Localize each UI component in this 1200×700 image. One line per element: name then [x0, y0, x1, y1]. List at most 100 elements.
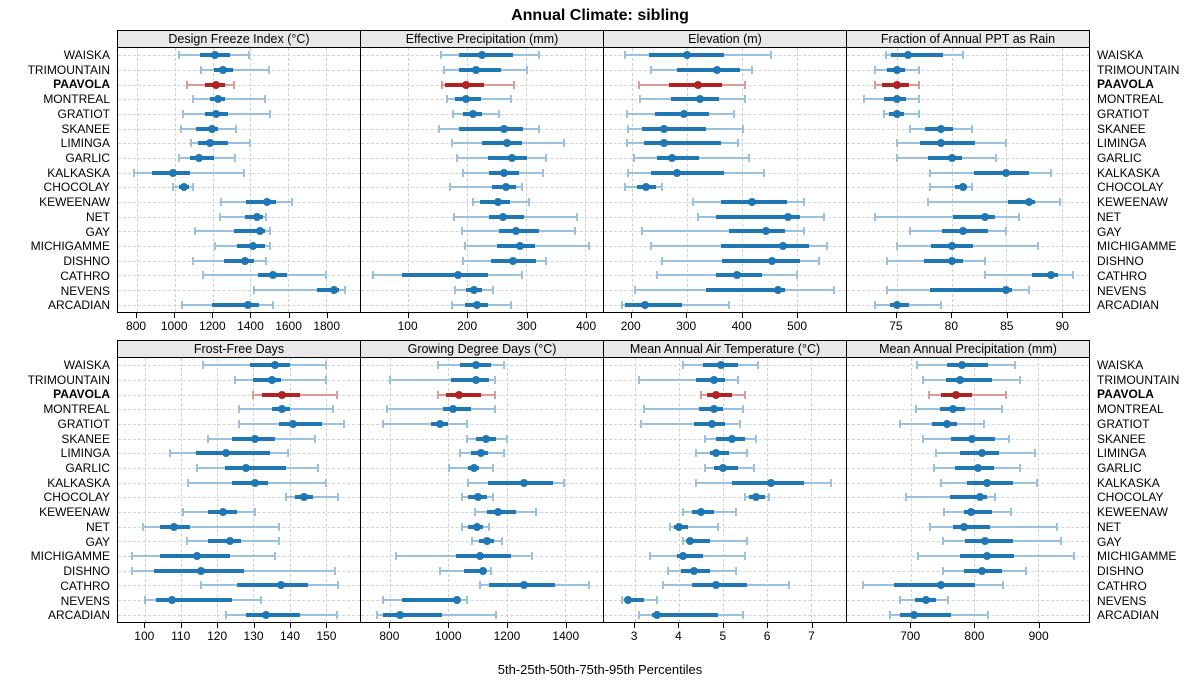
whisker-cap	[669, 522, 671, 531]
whisker-cap	[717, 522, 720, 531]
whisker-cap	[802, 227, 805, 236]
median-dot	[942, 420, 951, 428]
median-dot	[695, 95, 704, 104]
whisker-cap	[563, 139, 566, 148]
station-label: KEWEENAW	[1097, 505, 1168, 520]
whisker-line	[639, 379, 739, 381]
x-axis: 200 300 400 500	[603, 313, 847, 340]
whisker-cap	[737, 139, 740, 148]
median-dot	[193, 552, 202, 560]
whisker-line	[390, 379, 496, 381]
whisker-cap	[576, 212, 579, 221]
panel-group: Frost-Free Days 100 110 120 130 140 150 Growing…	[117, 340, 1090, 650]
station-label: GARLIC	[1097, 151, 1142, 166]
x-axis: 100 110 120 130 140 150	[117, 623, 361, 650]
whisker-cap	[660, 183, 663, 192]
whisker-cap	[494, 405, 497, 414]
grid-line	[288, 48, 290, 312]
station-label: CATHRO	[60, 268, 110, 283]
panel: Design Freeze Index (°C) 800 1000 1200 1400 1…	[117, 30, 361, 340]
median-dot	[520, 581, 529, 590]
tick-mark	[811, 623, 813, 628]
whisker-cap	[461, 493, 464, 502]
median-dot	[710, 376, 718, 384]
whisker-cap	[994, 493, 997, 502]
station-labels-left: WAISKA TRIMOUNTAIN PAAVOLA MONTREAL GRATIOT S…	[0, 48, 117, 313]
tick-label: 120	[207, 629, 228, 643]
median-dot	[679, 552, 688, 560]
whisker-cap	[921, 376, 924, 384]
whisker-cap	[238, 420, 240, 428]
whisker-cap	[928, 183, 931, 192]
whisker-cap	[939, 300, 942, 309]
iqr-bar	[973, 170, 1029, 175]
median-dot	[240, 256, 249, 265]
whisker-cap	[1008, 434, 1011, 443]
panel-plot	[603, 48, 847, 313]
whisker-cap	[527, 198, 530, 206]
whisker-cap	[1073, 552, 1076, 560]
median-dot	[195, 154, 204, 162]
median-dot	[218, 66, 227, 74]
median-dot	[249, 242, 258, 250]
iqr-bar	[676, 554, 703, 558]
whisker-cap	[454, 286, 457, 294]
whisker-cap	[932, 464, 935, 472]
whisker-cap	[196, 464, 199, 472]
whisker-cap	[873, 212, 876, 221]
whisker-cap	[735, 508, 737, 516]
whisker-cap	[899, 596, 902, 604]
tick-label: 130	[243, 629, 264, 643]
whisker-cap	[182, 508, 184, 516]
median-dot	[520, 478, 529, 487]
iqr-bar	[402, 273, 489, 278]
station-label: MICHIGAMME	[1097, 549, 1177, 564]
station-label: GAY	[85, 224, 110, 239]
grid-line	[631, 48, 633, 312]
station-label: NEVENS	[60, 593, 110, 608]
whisker-cap	[471, 198, 474, 206]
whisker-cap	[343, 286, 346, 294]
whisker-cap	[573, 227, 576, 236]
whisker-cap	[704, 464, 707, 472]
panel-strip-title: Growing Degree Days (°C)	[360, 340, 604, 358]
tick-label: 400	[576, 319, 597, 333]
station-label: KEWEENAW	[39, 195, 110, 210]
median-dot	[478, 51, 486, 60]
whisker-cap	[1017, 212, 1020, 221]
median-dot	[1024, 198, 1033, 206]
row-guide-line	[847, 70, 1089, 71]
whisker-cap	[873, 66, 876, 74]
whisker-line	[449, 186, 523, 189]
median-dot	[712, 449, 721, 458]
panel: Mean Annual Precipitation (mm) 700 800 900	[846, 340, 1090, 650]
whisker-cap	[895, 139, 898, 148]
median-dot	[468, 110, 477, 118]
whisker-cap	[313, 434, 316, 443]
whisker-cap	[905, 493, 908, 502]
tick-label: 400	[731, 319, 752, 333]
panel-plot	[603, 358, 847, 623]
whisker-cap	[627, 124, 630, 133]
median-dot	[1002, 168, 1011, 177]
tick-mark	[974, 623, 976, 628]
tick-mark	[722, 623, 724, 628]
median-dot	[168, 596, 177, 604]
row-guide-line	[847, 275, 1089, 277]
whisker-cap	[1049, 168, 1052, 177]
median-dot	[222, 449, 231, 458]
whisker-cap	[248, 51, 251, 60]
station-label: SKANEE	[1097, 121, 1146, 136]
station-label: NET	[86, 209, 110, 224]
whisker-cap	[741, 610, 744, 619]
whisker-cap	[743, 493, 746, 502]
iqr-bar	[626, 598, 644, 602]
median-dot	[947, 242, 956, 250]
whisker-cap	[171, 183, 174, 192]
station-label: MONTREAL	[43, 402, 110, 417]
tick-label: 100	[397, 319, 418, 333]
median-dot	[652, 610, 661, 619]
whisker-cap	[186, 80, 188, 89]
x-axis: 800 1000 1200 1400	[360, 623, 604, 650]
whisker-cap	[521, 183, 524, 192]
